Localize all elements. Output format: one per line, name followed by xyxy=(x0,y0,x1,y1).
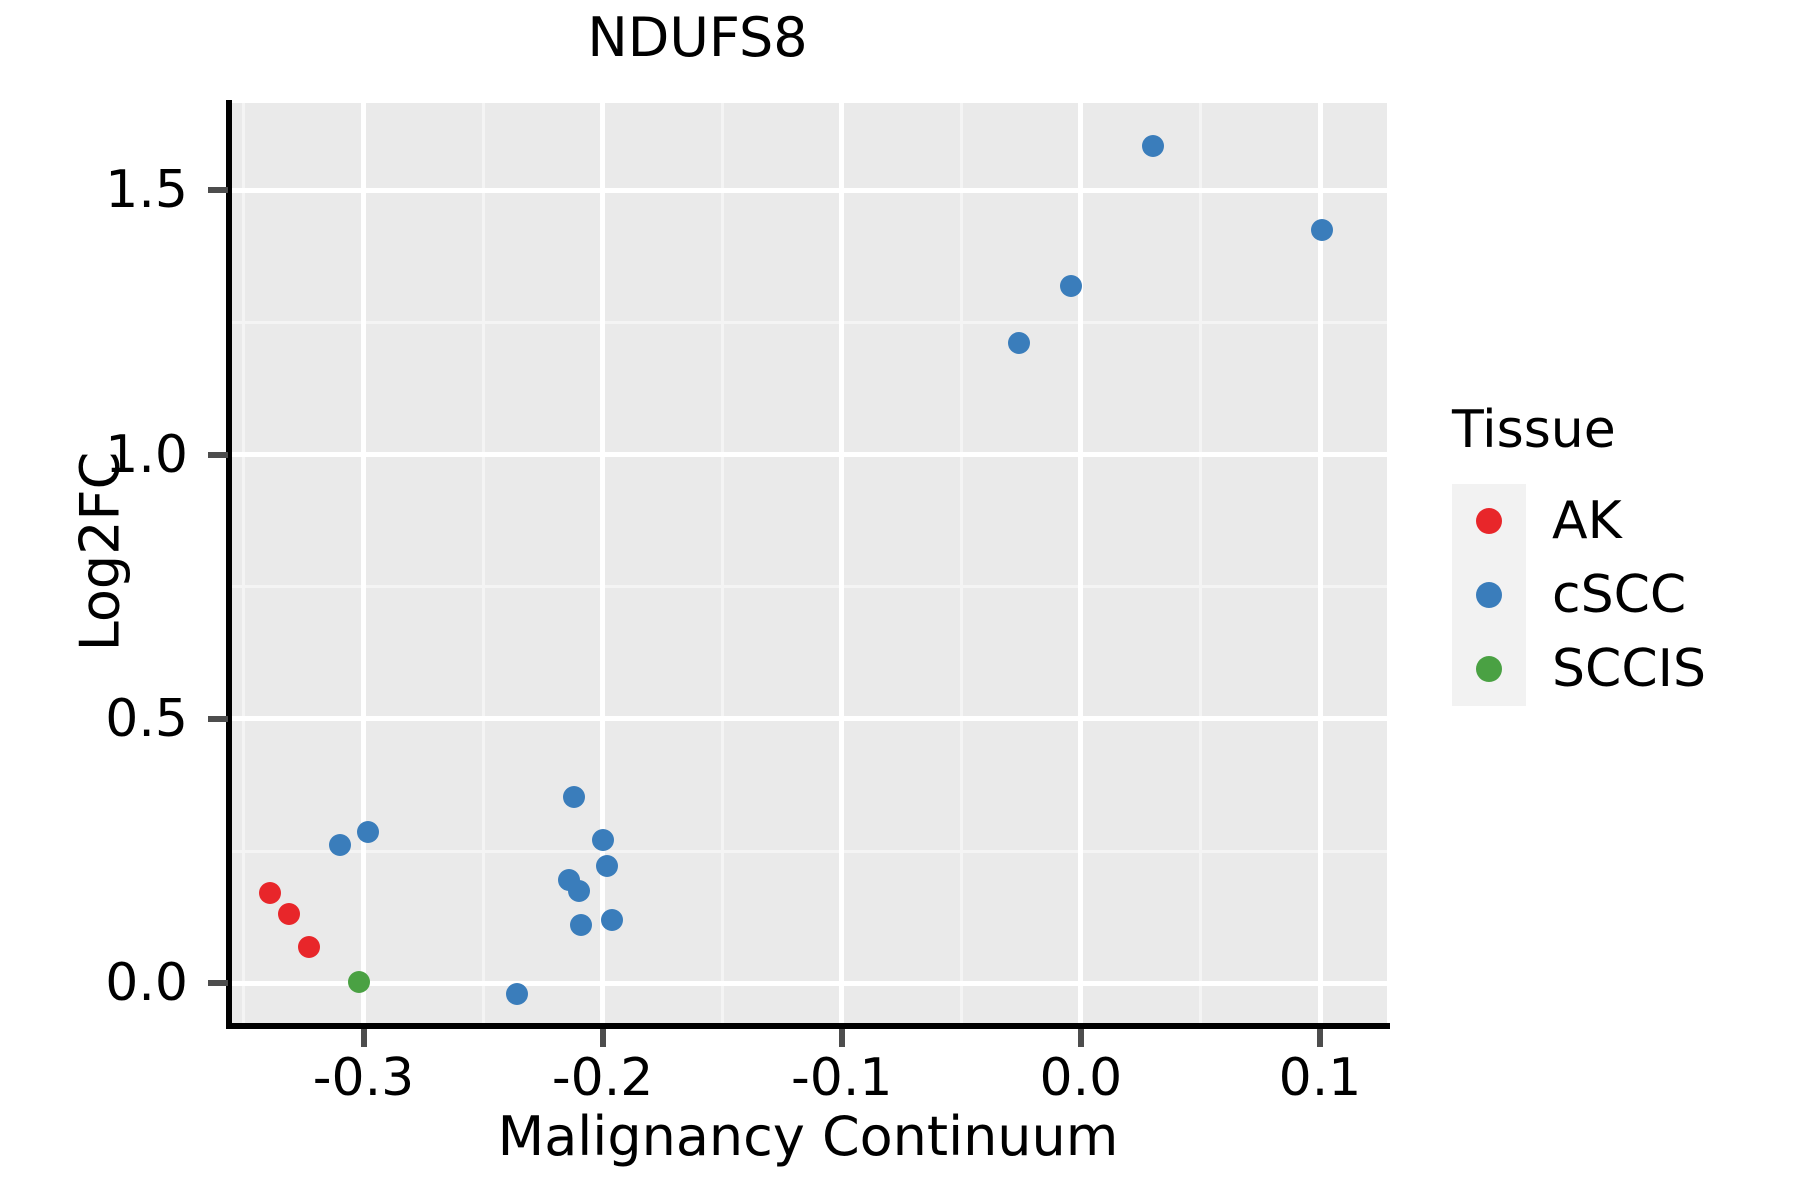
legend-dot-icon xyxy=(1476,582,1502,608)
data-point-cscc xyxy=(1007,332,1030,355)
y-tick-label: 1.0 xyxy=(105,424,188,485)
data-point-ak xyxy=(278,903,301,926)
legend-items: AK cSCC SCCIS xyxy=(1452,484,1782,706)
x-tick-label: 0.0 xyxy=(1039,1048,1123,1108)
data-point-cscc xyxy=(1060,275,1083,298)
legend-dot-icon xyxy=(1476,656,1502,682)
gridline-minor-horizontal xyxy=(232,585,1387,589)
data-point-cscc xyxy=(357,821,380,844)
y-axis-title: Log2FC xyxy=(68,451,132,652)
gridline-minor-horizontal xyxy=(232,320,1387,324)
x-tick-label: 0.1 xyxy=(1278,1048,1362,1108)
gridline-major-horizontal xyxy=(232,187,1387,193)
x-tick-mark xyxy=(360,1029,367,1047)
y-tick-mark xyxy=(208,715,228,722)
chart-title: NDUFS8 xyxy=(587,6,808,69)
gridline-major-horizontal xyxy=(232,716,1387,722)
data-point-cscc xyxy=(505,983,528,1006)
gridline-major-horizontal xyxy=(232,980,1387,986)
data-point-cscc xyxy=(1141,134,1164,157)
x-tick-mark xyxy=(1317,1029,1324,1047)
legend-key-swatch xyxy=(1452,558,1526,632)
gridline-major-vertical xyxy=(600,103,606,1023)
legend-key-swatch xyxy=(1452,484,1526,558)
gridline-major-vertical xyxy=(839,103,845,1023)
data-point-cscc xyxy=(562,785,585,808)
legend-item-label: SCCIS xyxy=(1552,639,1706,699)
y-tick-label: 0.0 xyxy=(105,953,188,1014)
data-point-ak xyxy=(259,882,282,905)
gridline-major-horizontal xyxy=(232,452,1387,458)
y-tick-label: 0.5 xyxy=(105,688,188,749)
x-tick-mark xyxy=(1077,1029,1084,1047)
y-axis-line xyxy=(226,100,232,1026)
gridline-minor-vertical xyxy=(1198,103,1202,1023)
data-point-cscc xyxy=(596,854,619,877)
legend-item-sccis[interactable]: SCCIS xyxy=(1452,632,1782,706)
y-tick-mark xyxy=(208,451,228,458)
gridline-minor-vertical xyxy=(959,103,963,1023)
plot-panel xyxy=(232,103,1387,1023)
data-point-sccis xyxy=(347,970,370,993)
data-point-cscc xyxy=(1311,219,1334,242)
legend: Tissue AK cSCC SCCIS xyxy=(1452,400,1782,706)
data-point-cscc xyxy=(570,914,593,937)
x-tick-label: -0.3 xyxy=(312,1048,415,1108)
gridline-major-vertical xyxy=(1317,103,1323,1023)
y-tick-mark xyxy=(208,980,228,987)
gridline-major-vertical xyxy=(1078,103,1084,1023)
legend-item-label: cSCC xyxy=(1552,565,1687,625)
legend-item-label: AK xyxy=(1552,491,1622,551)
gridline-minor-vertical xyxy=(242,103,246,1023)
x-tick-label: -0.1 xyxy=(791,1048,893,1108)
gridline-minor-vertical xyxy=(481,103,485,1023)
data-point-cscc xyxy=(328,834,351,857)
x-tick-label: -0.2 xyxy=(551,1048,654,1108)
y-tick-label: 1.5 xyxy=(105,160,188,221)
data-point-cscc xyxy=(601,909,624,932)
data-point-cscc xyxy=(591,828,614,851)
data-point-cscc xyxy=(567,879,590,902)
legend-key-swatch xyxy=(1452,632,1526,706)
x-axis-title: Malignancy Continuum xyxy=(497,1105,1119,1168)
data-point-ak xyxy=(297,936,320,959)
gridline-minor-vertical xyxy=(720,103,724,1023)
x-tick-mark xyxy=(838,1029,845,1047)
legend-item-ak[interactable]: AK xyxy=(1452,484,1782,558)
y-tick-mark xyxy=(208,187,228,194)
legend-title: Tissue xyxy=(1452,400,1616,460)
x-axis-line xyxy=(226,1023,1390,1029)
gridline-major-vertical xyxy=(361,103,367,1023)
legend-dot-icon xyxy=(1476,508,1502,534)
legend-item-cscc[interactable]: cSCC xyxy=(1452,558,1782,632)
x-tick-mark xyxy=(599,1029,606,1047)
gridline-minor-horizontal xyxy=(232,849,1387,853)
